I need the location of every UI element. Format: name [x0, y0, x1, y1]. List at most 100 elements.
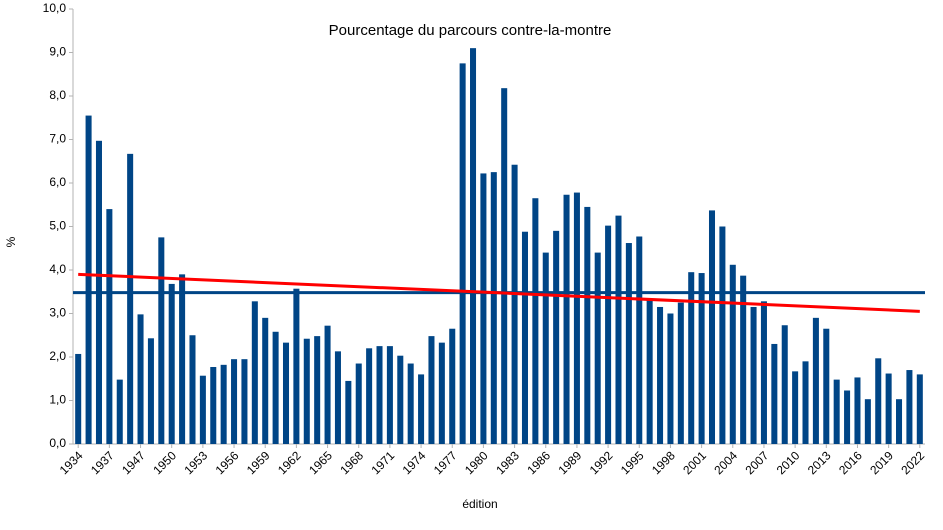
bar: [729, 264, 736, 444]
bar: [314, 336, 321, 444]
y-tick-label: 6,0: [49, 175, 66, 189]
bar: [823, 328, 830, 444]
bar: [158, 237, 165, 444]
bar: [127, 153, 134, 445]
bar: [293, 288, 300, 444]
bar: [698, 273, 705, 444]
bar: [792, 371, 799, 444]
x-tick-label: 1983: [493, 448, 522, 477]
bar: [386, 346, 393, 444]
x-tick-label: 1977: [431, 448, 460, 477]
bar: [397, 355, 404, 444]
x-tick-label: 2019: [867, 448, 896, 477]
y-tick-label: 4,0: [49, 262, 66, 276]
x-tick-label: 2022: [898, 448, 927, 477]
bar: [573, 192, 580, 444]
bar: [875, 358, 882, 444]
bar: [210, 367, 217, 444]
x-tick-label: 1995: [618, 448, 647, 477]
bar: [75, 353, 82, 444]
bar: [459, 63, 466, 444]
bar: [241, 359, 248, 444]
bar: [511, 164, 518, 445]
bar: [833, 379, 840, 444]
bar: [740, 275, 747, 444]
bar: [584, 206, 591, 444]
x-tick-label: 1934: [57, 448, 86, 477]
bar: [605, 225, 612, 444]
x-tick-label: 1950: [150, 448, 179, 477]
x-tick-label: 2016: [836, 448, 865, 477]
x-tick-label: 1962: [275, 448, 304, 477]
bar: [137, 314, 144, 444]
bar: [844, 390, 851, 444]
bar: [366, 348, 373, 444]
bar: [906, 370, 913, 444]
bar: [470, 48, 477, 445]
trend-line: [78, 272, 920, 313]
bar: [708, 210, 716, 444]
bar: [231, 359, 238, 444]
bar: [667, 313, 674, 444]
bar: [501, 88, 508, 445]
chart-title: Pourcentage du parcours contre-la-montre: [329, 22, 612, 39]
bar: [282, 342, 290, 444]
bar: [303, 338, 310, 444]
bar: [521, 231, 528, 444]
bar: [646, 299, 653, 444]
x-tick-label: 1989: [556, 448, 585, 477]
bar: [85, 115, 92, 444]
bar: [542, 252, 549, 444]
x-tick-label: 1980: [462, 448, 491, 477]
bar: [636, 236, 643, 444]
bar: [355, 363, 362, 444]
bar: [885, 373, 892, 444]
bar: [490, 172, 497, 444]
x-tick-label: 2001: [680, 448, 709, 477]
bar: [189, 335, 196, 444]
bar: [106, 209, 113, 444]
bar: [272, 331, 279, 444]
x-tick-label: 1974: [400, 448, 429, 477]
x-tick-label: 2013: [805, 448, 834, 477]
bar: [553, 230, 560, 444]
bar: [147, 338, 154, 444]
bar: [916, 374, 923, 444]
x-tick-label: 1959: [244, 448, 273, 477]
y-tick-label: 9,0: [49, 45, 66, 59]
x-tick-label: 1971: [368, 448, 397, 477]
x-tick-label: 1998: [649, 448, 678, 477]
x-tick-label: 1986: [524, 448, 553, 477]
bar: [407, 363, 414, 444]
bar: [345, 380, 352, 444]
x-axis-label: édition: [462, 497, 497, 511]
bar: [428, 336, 435, 444]
bar: [719, 226, 726, 444]
y-axis-label: %: [4, 236, 18, 247]
bar: [262, 317, 269, 444]
x-tick-label: 1953: [181, 448, 210, 477]
bar: [563, 194, 570, 444]
bar: [896, 399, 903, 444]
x-tick-label: 1937: [88, 448, 117, 477]
bar: [802, 361, 809, 444]
x-tick-label: 1968: [337, 448, 366, 477]
bar: [324, 325, 331, 444]
bar: [760, 301, 767, 444]
bar: [657, 306, 664, 444]
bar: [199, 375, 206, 444]
y-tick-label: 7,0: [49, 132, 66, 146]
x-tick-label: 1965: [306, 448, 335, 477]
x-tick-label: 2004: [711, 448, 740, 477]
x-tick-label: 1956: [213, 448, 242, 477]
bar: [334, 351, 341, 444]
bar: [688, 272, 695, 444]
bar: [449, 328, 456, 444]
bar: [615, 215, 622, 444]
bar: [854, 377, 861, 444]
bar: [179, 274, 186, 444]
x-tick-label: 1947: [119, 448, 148, 477]
bar: [376, 346, 383, 444]
bar: [418, 374, 425, 444]
